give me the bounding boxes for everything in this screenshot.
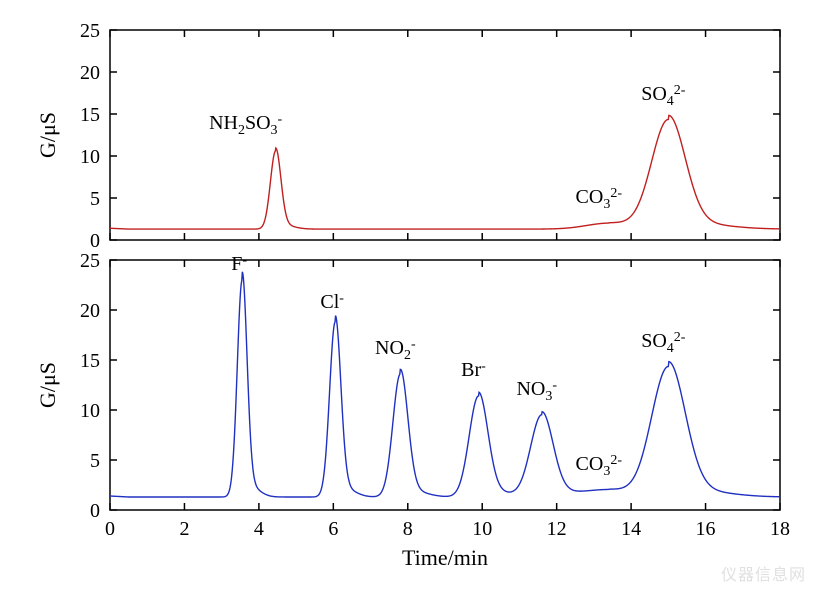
watermark-text: 仪器信息网 — [721, 561, 806, 585]
xtick-label: 4 — [254, 518, 264, 540]
ytick-label: 25 — [80, 250, 100, 272]
xtick-label: 6 — [328, 518, 338, 540]
x-axis-title: Time/min — [402, 545, 488, 570]
y-axis-title: G/μS — [35, 112, 60, 158]
ytick-label: 20 — [80, 62, 100, 84]
ytick-label: 25 — [80, 20, 100, 42]
peak-label-NH2SO3-: NH2SO3- — [209, 112, 282, 138]
chromatogram-trace-bottom — [110, 272, 780, 497]
ytick-label: 0 — [90, 230, 100, 252]
xtick-label: 0 — [105, 518, 115, 540]
y-axis-title: G/μS — [35, 362, 60, 408]
xtick-label: 2 — [179, 518, 189, 540]
xtick-label: 14 — [621, 518, 641, 540]
peak-label-Cl-: Cl- — [320, 291, 344, 313]
ytick-label: 20 — [80, 300, 100, 322]
chart-svg: 0510152025G/μSNH2SO3-CO32-SO42-051015202… — [0, 0, 818, 593]
peak-label-F-: F- — [231, 253, 247, 275]
xtick-label: 12 — [547, 518, 567, 540]
ytick-label: 10 — [80, 146, 100, 168]
peak-label-SO4-2: SO42- — [641, 330, 686, 356]
ytick-label: 10 — [80, 400, 100, 422]
peak-label-Br-: Br- — [461, 359, 486, 381]
ytick-label: 15 — [80, 350, 100, 372]
peak-label-NO2-: NO2- — [375, 337, 416, 363]
xtick-label: 16 — [696, 518, 716, 540]
peak-label-NO3-: NO3- — [516, 378, 557, 404]
ytick-label: 0 — [90, 500, 100, 522]
peak-label-CO3-2: CO32- — [576, 186, 623, 212]
peak-label-SO4-2: SO42- — [641, 83, 686, 109]
chromatogram-figure: 0510152025G/μSNH2SO3-CO32-SO42-051015202… — [0, 0, 818, 593]
ytick-label: 5 — [90, 188, 100, 210]
peak-label-CO3-2: CO32- — [576, 453, 623, 479]
xtick-label: 8 — [403, 518, 413, 540]
xtick-label: 18 — [770, 518, 790, 540]
ytick-label: 15 — [80, 104, 100, 126]
xtick-label: 10 — [472, 518, 492, 540]
ytick-label: 5 — [90, 450, 100, 472]
